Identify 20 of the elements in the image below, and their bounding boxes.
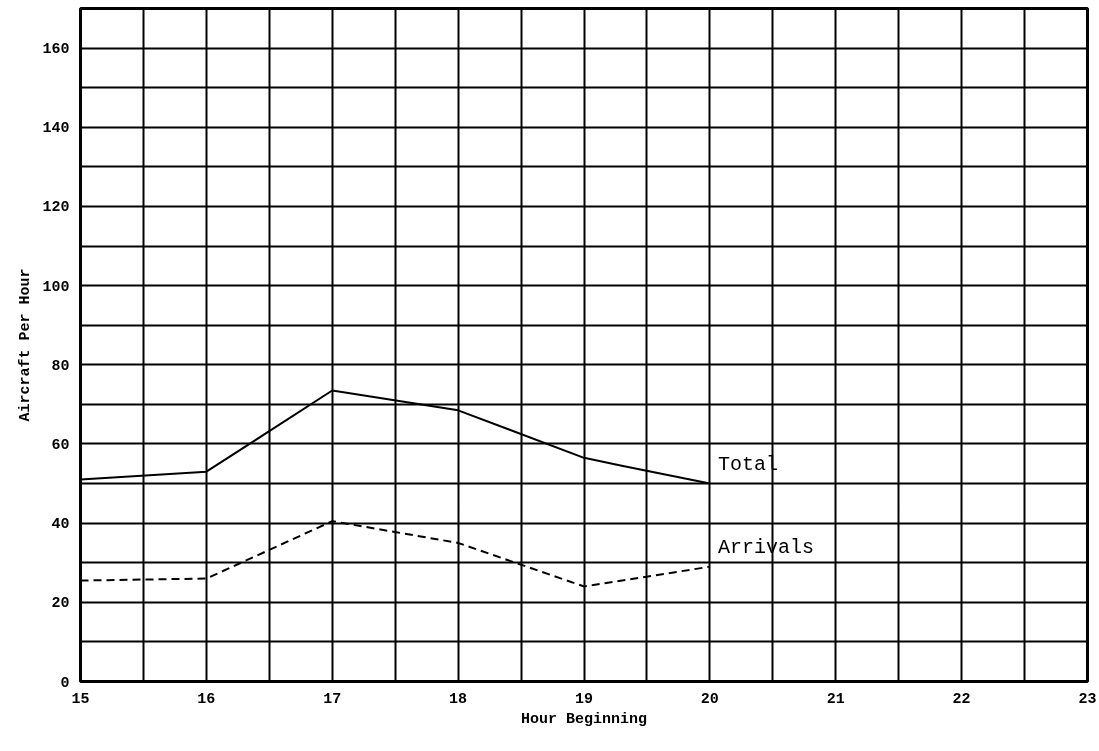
y-tick-label: 60 [51,436,70,454]
x-tick-label: 16 [197,690,216,708]
y-tick-label: 140 [42,120,70,138]
y-tick-label: 40 [51,516,70,534]
y-tick-label: 20 [51,595,70,613]
x-tick-label: 17 [323,690,342,708]
x-tick-label: 23 [1078,690,1097,708]
y-tick-label: 80 [51,357,70,375]
x-tick-label: 15 [71,690,90,708]
y-tick-label: 0 [60,674,70,692]
x-tick-label: 19 [575,690,594,708]
y-tick-label: 100 [42,278,70,296]
y-tick-label: 120 [42,199,70,217]
x-tick-label: 18 [449,690,468,708]
x-tick-label: 21 [826,690,845,708]
y-axis-title: Aircraft Per Hour [17,268,35,422]
x-tick-label: 22 [952,690,971,708]
x-axis-title: Hour Beginning [520,710,648,728]
x-tick-label: 20 [700,690,719,708]
y-tick-label: 160 [42,41,70,59]
